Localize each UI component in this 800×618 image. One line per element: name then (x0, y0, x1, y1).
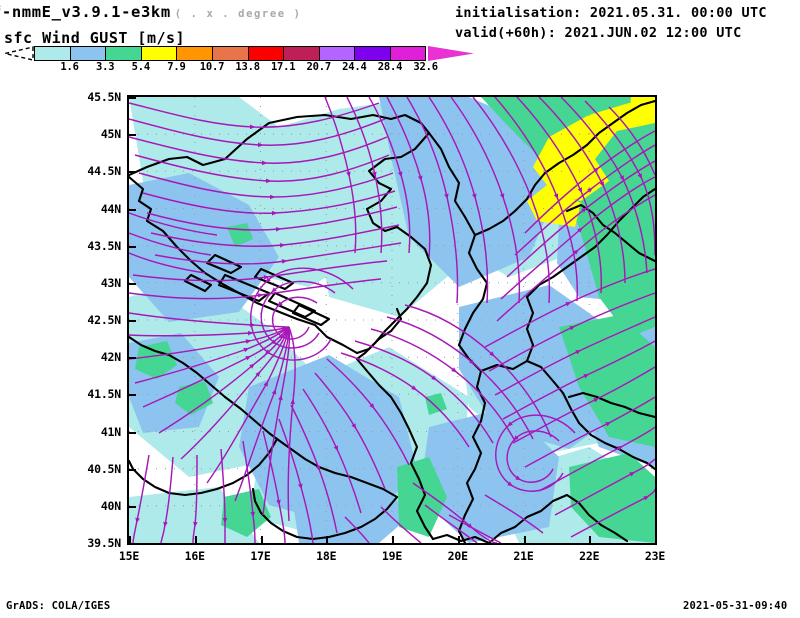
x-tick (260, 536, 263, 543)
colorbar-segment-6 (247, 46, 284, 61)
colorbar-tick-label: 28.4 (377, 61, 403, 73)
y-axis-label: 42.5N (87, 313, 121, 327)
x-tick (655, 536, 657, 543)
colorbar-tick-label: 7.9 (167, 61, 186, 73)
colorbar-tick-label: 1.6 (60, 61, 79, 73)
colorbar-segment-1 (69, 46, 106, 61)
grads-credit: GrADS: COLA/IGES (6, 600, 111, 612)
x-tick (194, 536, 197, 543)
y-tick (129, 357, 136, 360)
y-tick (129, 134, 136, 137)
colorbar-over-arrow (428, 46, 474, 61)
variable-label: sfc Wind GUST [m/s] (4, 29, 186, 47)
x-axis-label: 23E (644, 549, 666, 563)
colorbar-segment-0 (34, 46, 70, 61)
colorbar-segment-3 (140, 46, 177, 61)
y-axis-label: 39.5N (87, 536, 121, 550)
y-axis-label: 42N (100, 350, 121, 365)
colorbar-segment-2 (105, 46, 141, 61)
x-tick (129, 536, 131, 543)
x-axis-label: 20E (447, 549, 468, 563)
colorbar-tick-label: 10.7 (199, 61, 225, 73)
model-title: f-nmmE_v3.9.1-e3km( . x . degree ) (0, 3, 302, 21)
y-tick (129, 97, 136, 99)
colorbar-under-arrow (4, 46, 34, 61)
initialisation-time: initialisation: 2021.05.31. 00:00 UTC (455, 5, 767, 21)
x-tick (326, 536, 329, 543)
colorbar-tick-label: 13.8 (235, 61, 260, 73)
x-axis-label: 21E (513, 549, 534, 563)
y-tick (129, 320, 136, 322)
wind-streamlines (129, 97, 655, 543)
y-axis-label: 43N (100, 275, 121, 290)
x-tick (392, 536, 394, 543)
colorbar: 1.6 3.3 5.4 7.9 10.7 13.8 17.1 20.7 24.4 28.4 32.6 (0, 44, 480, 74)
y-axis-label: 45N (100, 127, 121, 142)
colorbar-tick-label: 20.7 (306, 61, 332, 73)
coastline-and-borders (129, 99, 655, 543)
render-timestamp: 2021-05-31-09:40 (683, 600, 788, 612)
colorbar-tick-label: 5.4 (131, 61, 151, 73)
model-title-text: f-nmmE_v3.9.1-e3km (0, 3, 171, 21)
x-axis-label: 17E (250, 549, 271, 563)
y-tick (129, 431, 136, 434)
y-tick (129, 282, 136, 285)
colorbar-track (34, 46, 426, 61)
y-axis-label: 41.5N (87, 387, 121, 402)
y-axis-label: 44N (100, 201, 121, 216)
y-tick (129, 245, 136, 248)
colorbar-segment-4 (176, 46, 212, 61)
colorbar-tick-label: 17.1 (270, 61, 296, 73)
x-tick (523, 536, 526, 543)
colorbar-tick-label: 24.4 (342, 61, 367, 73)
y-axis-label: 40N (100, 498, 121, 513)
colorbar-tick-label: 3.3 (96, 61, 115, 73)
x-tick (589, 536, 592, 543)
colorbar-ticks: 1.6 3.3 5.4 7.9 10.7 13.8 17.1 20.7 24.4 28.4 32.6 (34, 61, 438, 74)
colorbar-tick-label: 32.6 (413, 61, 438, 73)
y-tick (129, 543, 136, 545)
map-plot-area[interactable] (127, 95, 657, 545)
x-axis-label: 18E (316, 549, 337, 563)
y-axis-label: 41N (100, 424, 121, 439)
y-axis-label: 45.5N (87, 90, 121, 104)
y-axis-label: 43.5N (87, 238, 121, 253)
y-tick (129, 468, 136, 471)
y-tick (129, 505, 136, 508)
y-tick (129, 394, 136, 397)
colorbar-segment-7 (283, 46, 319, 61)
x-axis-label: 22E (579, 549, 600, 563)
x-axis-label: 16E (184, 549, 205, 563)
colorbar-segment-8 (318, 46, 355, 61)
x-axis-label: 15E (118, 549, 140, 563)
y-axis-label: 44.5N (87, 164, 121, 179)
y-tick (129, 171, 136, 174)
x-axis-label: 19E (381, 549, 403, 563)
colorbar-segment-5 (211, 46, 248, 61)
weather-map-canvas (129, 97, 655, 543)
y-axis-label: 40.5N (87, 461, 121, 476)
x-tick (457, 536, 460, 543)
model-subtitle: ( . x . degree ) (174, 8, 302, 20)
y-tick (129, 208, 136, 211)
colorbar-segment-10 (389, 46, 426, 61)
colorbar-segment-9 (354, 46, 390, 61)
valid-time: valid(+60h): 2021.JUN.02 12:00 UTC (455, 25, 742, 41)
